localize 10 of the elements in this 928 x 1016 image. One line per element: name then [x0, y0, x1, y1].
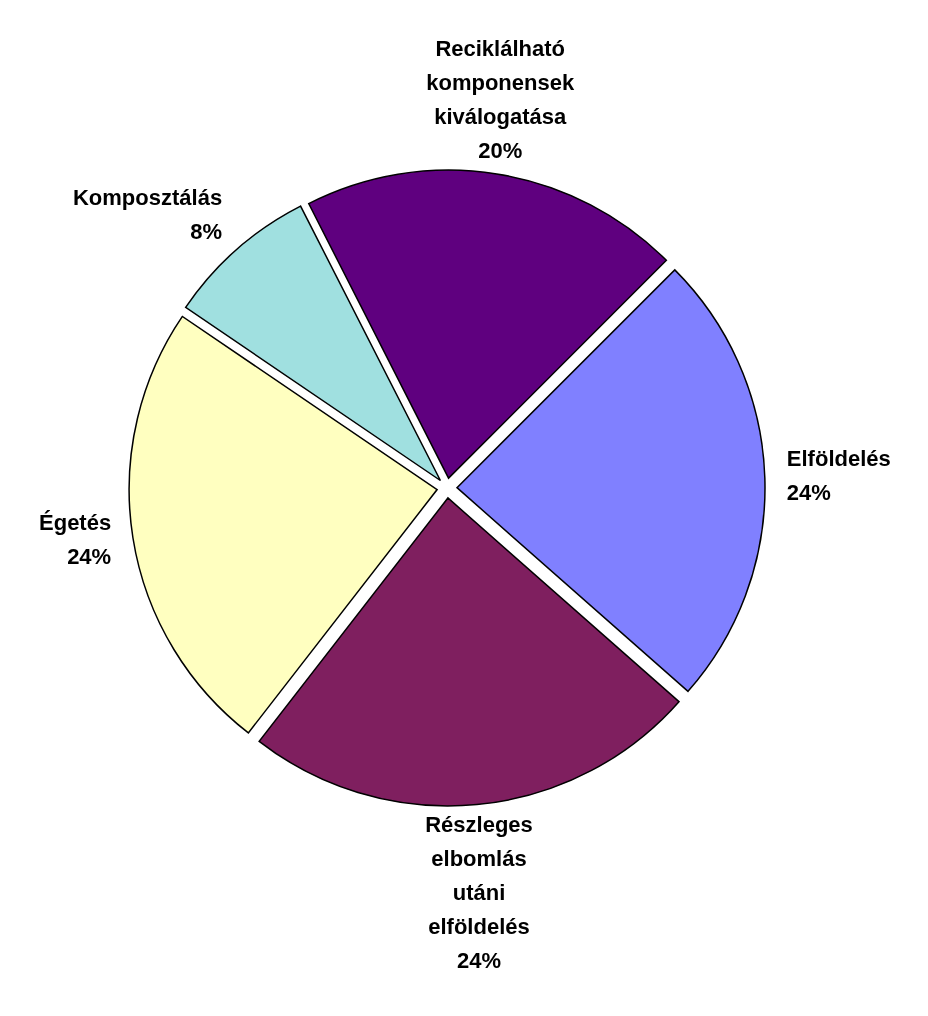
slice-label: Részleges elbomlás utáni elföldelés: [425, 812, 533, 940]
data-label: 24%: [67, 544, 112, 569]
data-label: 20%: [478, 138, 523, 163]
slice-label: Reciklálható komponensek kiválogatása: [426, 36, 575, 129]
data-label: 24%: [786, 480, 831, 506]
data-label: 24%: [456, 948, 502, 974]
slice-label: Elföldelés: [786, 446, 891, 472]
slice-label: Komposztálás: [73, 184, 223, 210]
data-label: 8%: [190, 218, 223, 244]
slice-label: Égetés: [39, 510, 112, 535]
